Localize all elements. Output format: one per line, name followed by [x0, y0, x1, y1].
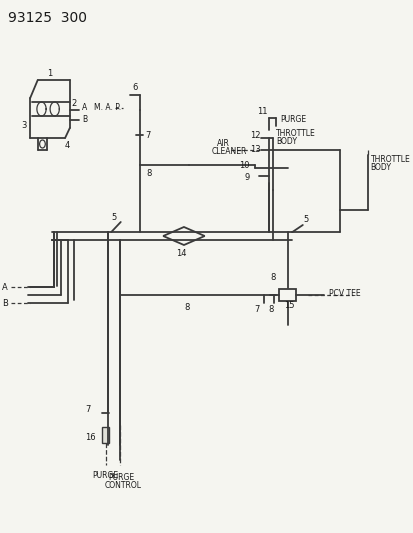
Text: 16: 16 — [85, 432, 95, 441]
Text: 8: 8 — [183, 303, 189, 311]
Text: 7: 7 — [254, 304, 259, 313]
Text: 14: 14 — [176, 248, 186, 257]
Text: A: A — [2, 282, 7, 292]
Text: PCV TEE: PCV TEE — [328, 288, 360, 297]
Text: 13: 13 — [249, 146, 260, 155]
Bar — [278, 289, 295, 301]
Bar — [102, 427, 109, 443]
Text: PURGE: PURGE — [280, 116, 306, 125]
Text: M. A. P.: M. A. P. — [94, 103, 121, 112]
Text: 9: 9 — [244, 174, 249, 182]
Text: 15: 15 — [283, 301, 294, 310]
Text: 93125  300: 93125 300 — [7, 11, 86, 25]
Text: 5: 5 — [303, 215, 308, 224]
Text: 4: 4 — [65, 141, 70, 150]
Text: 6: 6 — [132, 84, 137, 93]
Text: THROTTLE: THROTTLE — [276, 128, 316, 138]
Text: 1: 1 — [47, 69, 52, 78]
Text: 3: 3 — [21, 122, 27, 131]
Text: THROTTLE: THROTTLE — [370, 156, 409, 165]
Text: B: B — [2, 298, 7, 308]
Text: 8: 8 — [268, 304, 273, 313]
Text: 10: 10 — [238, 160, 249, 169]
Text: 8: 8 — [270, 273, 275, 282]
Text: 7: 7 — [85, 405, 90, 414]
Text: 12: 12 — [249, 131, 260, 140]
Text: PURGE: PURGE — [92, 471, 118, 480]
Text: B: B — [82, 116, 87, 125]
Text: 7: 7 — [145, 131, 150, 140]
Text: 11: 11 — [257, 108, 267, 117]
Text: A: A — [82, 103, 87, 112]
Text: CONTROL: CONTROL — [104, 481, 141, 490]
Text: CLEANER: CLEANER — [211, 148, 246, 157]
Text: AIR: AIR — [216, 139, 229, 148]
Text: 5: 5 — [111, 214, 116, 222]
Text: 8: 8 — [146, 168, 151, 177]
Text: BODY: BODY — [276, 136, 297, 146]
Text: BODY: BODY — [370, 164, 391, 173]
Text: PURGE: PURGE — [108, 472, 134, 481]
Text: 2: 2 — [71, 100, 77, 109]
